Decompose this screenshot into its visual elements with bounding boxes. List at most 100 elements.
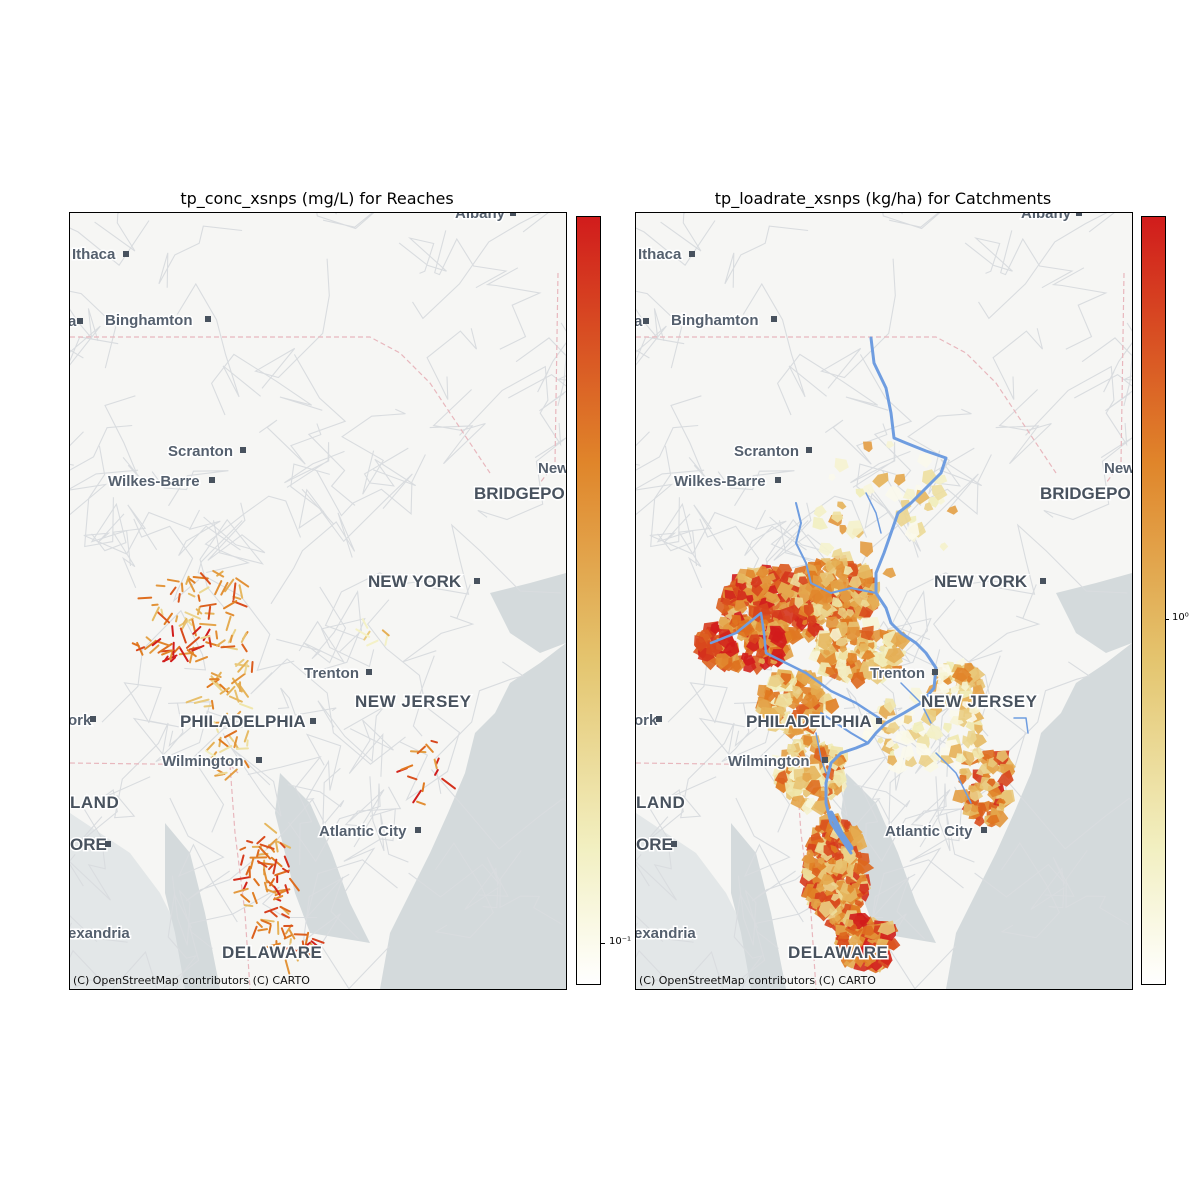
right-colorbar-tick-label: 10⁰	[1172, 612, 1189, 623]
reach-segment	[264, 906, 279, 914]
label-scranton: Scranton	[734, 443, 799, 460]
reach-segment	[195, 656, 209, 663]
label-york: ork	[70, 712, 92, 729]
catchment-polygon	[755, 565, 770, 579]
label-alexandria: exandria	[70, 925, 130, 942]
catchment-polygon	[833, 768, 847, 788]
reach-segment	[180, 619, 188, 631]
label-wilkes-barre: Wilkes-Barre	[108, 473, 200, 490]
reach-segment	[205, 749, 219, 760]
catchment-polygon	[923, 502, 934, 512]
reach-segment	[272, 858, 278, 875]
catchment-polygon	[872, 472, 889, 488]
catchment-polygon	[822, 603, 832, 611]
catchment-polygon	[836, 938, 850, 952]
catchment-polygon	[788, 721, 805, 736]
label-trenton: Trenton	[304, 665, 359, 682]
catchment-polygon	[735, 619, 755, 638]
catchment-polygon	[972, 684, 985, 699]
label-wilmington: Wilmington	[728, 753, 810, 770]
state-borders	[70, 272, 559, 989]
catchment-polygon	[863, 441, 873, 453]
catchment-polygon	[841, 947, 858, 963]
catchment-polygon	[809, 722, 817, 732]
catchment-polygon	[766, 572, 776, 582]
reach-segment	[163, 655, 169, 663]
reach-segment	[310, 940, 318, 947]
label-wilkes-barre: Wilkes-Barre	[674, 473, 766, 490]
label-wilkes-barre-marker	[209, 477, 215, 483]
right-map[interactable]: Albany Ithaca a Binghamton Scranton Wilkes-Ba…	[635, 212, 1133, 990]
reach-segment	[235, 577, 250, 588]
reach-segment	[223, 730, 238, 739]
catchment-polygon	[768, 585, 779, 594]
left-map-title: tp_conc_xsnps (mg/L) for Reaches	[180, 189, 454, 208]
reach-segment	[214, 580, 223, 596]
catchment-polygon	[939, 542, 949, 552]
label-delaware: DELAWARE	[222, 943, 322, 962]
reach-segment	[205, 741, 215, 752]
catchment-polygon	[828, 473, 836, 482]
reach-segment	[288, 877, 300, 892]
catchment-polygon	[829, 628, 842, 642]
reach-segment	[169, 651, 174, 661]
reach-segment	[246, 739, 249, 747]
reach-segment	[219, 687, 230, 695]
catchment-polygon	[877, 920, 896, 936]
delaware-river	[824, 336, 948, 855]
reach-segment	[185, 575, 190, 585]
label-binghamton-marker	[205, 316, 211, 322]
catchment-polygon	[903, 715, 913, 725]
reach-segment	[264, 942, 281, 949]
catchment-polygon	[840, 848, 858, 865]
catchment-polygon	[803, 604, 814, 617]
catchment-polygon	[955, 753, 967, 764]
label-baltimore-marker	[105, 841, 111, 847]
reach-segment	[433, 758, 438, 770]
catchment-polygon	[918, 755, 934, 768]
river-tributary-nj	[900, 682, 932, 724]
catchment-polygon	[823, 649, 831, 656]
catchment-polygon	[769, 649, 786, 663]
catchment-polygon	[845, 520, 864, 540]
left-colorbar-tickmark	[601, 943, 605, 944]
catchment-polygon	[843, 600, 851, 609]
catchment-polygon	[811, 867, 821, 878]
catchment-polygon	[834, 457, 849, 473]
catchment-polygon	[885, 938, 901, 951]
reach-segment	[301, 940, 306, 957]
catchment-polygon	[864, 595, 880, 612]
catchment-polygon	[818, 632, 833, 651]
label-maryland: LAND	[636, 793, 685, 812]
catchment-polygons	[692, 441, 1016, 974]
catchment-polygon	[861, 650, 876, 660]
reach-segment	[304, 941, 311, 948]
catchment-polygon	[813, 575, 823, 586]
label-new-york-marker	[1040, 578, 1046, 584]
reach-segment	[215, 639, 226, 647]
catchment-polygon	[706, 641, 724, 657]
label-york-marker	[90, 716, 96, 722]
catchment-polygon	[810, 800, 827, 816]
label-scranton: Scranton	[168, 443, 233, 460]
reach-segment	[441, 777, 456, 790]
label-trenton-marker	[366, 669, 372, 675]
reach-segment	[185, 695, 203, 704]
reach-segment	[171, 625, 175, 637]
label-atlantic-city: Atlantic City	[319, 823, 407, 840]
catchment-polygon	[950, 685, 960, 693]
reach-segment	[291, 948, 299, 962]
catchment-polygon	[860, 599, 870, 608]
delaware-estuary	[828, 810, 854, 851]
catchment-polygon	[877, 737, 884, 744]
catchment-polygon	[838, 650, 848, 661]
catchment-polygon	[722, 598, 731, 606]
catchment-polygon	[832, 860, 848, 875]
catchment-polygon	[825, 562, 834, 572]
left-map[interactable]: Albany Ithaca a Binghamton Scranton Wilkes-Ba…	[69, 212, 567, 990]
label-ithaca-marker	[123, 251, 129, 257]
label-ithaca: Ithaca	[72, 246, 116, 263]
reach-segment	[220, 645, 236, 649]
catchment-polygon	[892, 743, 900, 750]
reach-segment	[191, 644, 205, 652]
